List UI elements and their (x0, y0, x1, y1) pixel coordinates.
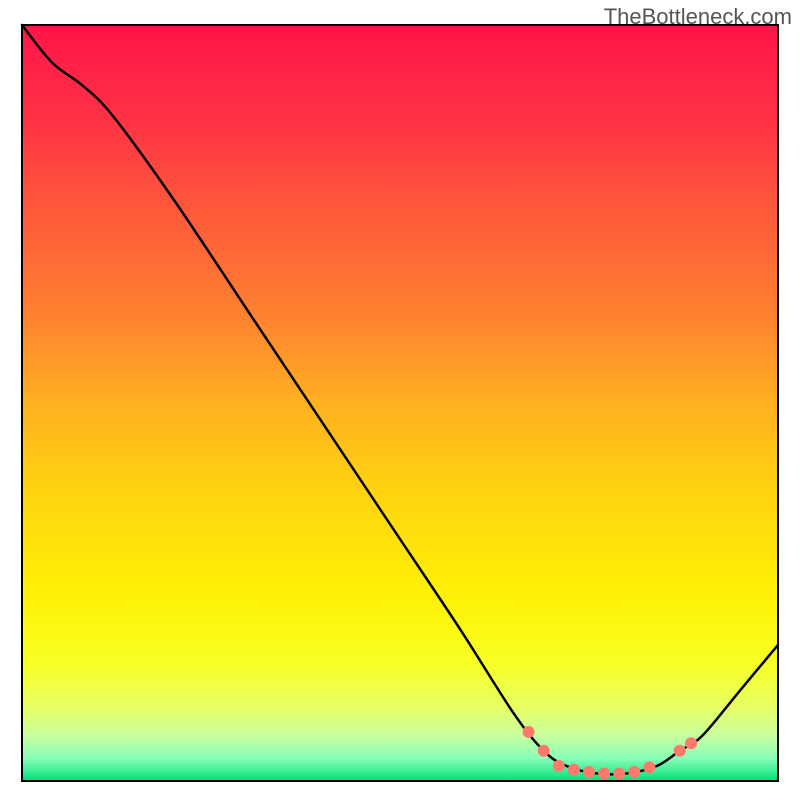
chart-svg (0, 0, 800, 800)
marker-point (568, 764, 580, 776)
marker-point (628, 766, 640, 778)
marker-point (643, 761, 655, 773)
plot-background (22, 25, 778, 781)
marker-point (553, 760, 565, 772)
marker-point (598, 767, 610, 779)
chart-container: TheBottleneck.com (0, 0, 800, 800)
marker-point (613, 767, 625, 779)
marker-point (583, 766, 595, 778)
marker-point (685, 737, 697, 749)
marker-point (523, 726, 535, 738)
marker-point (674, 745, 686, 757)
watermark-text: TheBottleneck.com (604, 4, 792, 30)
marker-point (538, 745, 550, 757)
